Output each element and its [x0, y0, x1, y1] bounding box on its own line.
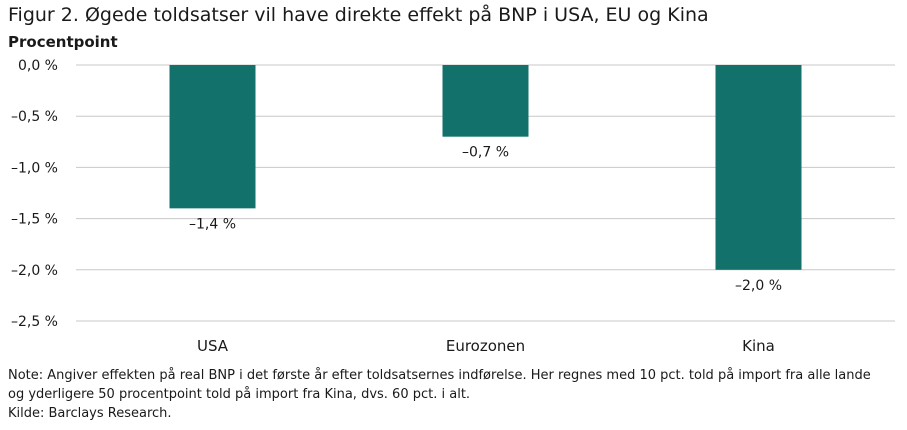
bar [715, 65, 802, 270]
y-tick-label: –0,5 % [11, 109, 58, 125]
y-tick-label: –1,5 % [11, 212, 58, 228]
bar-chart: 0,0 % –0,5 % –1,0 % –1,5 % –2,0 % –2,5 % –1,4… [11, 58, 895, 355]
y-tick-labels: 0,0 % –0,5 % –1,0 % –1,5 % –2,0 % –2,5 % [11, 58, 58, 330]
chart-title: Figur 2. Øgede toldsatser vil have direk… [8, 4, 709, 26]
bars [169, 65, 802, 270]
bar [169, 65, 256, 209]
value-label: –1,4 % [189, 216, 236, 232]
source-line: Kilde: Barclays Research. [8, 406, 172, 421]
value-label: –2,0 % [735, 278, 782, 294]
y-tick-label: –2,0 % [11, 263, 58, 279]
value-labels: –1,4 % –0,7 % –2,0 % [189, 145, 782, 294]
value-label: –0,7 % [462, 145, 509, 161]
note-line-1: Note: Angiver effekten på real BNP i det… [8, 368, 871, 383]
notes: Note: Angiver effekten på real BNP i det… [8, 366, 898, 423]
bar [442, 65, 529, 137]
y-tick-label: –1,0 % [11, 160, 58, 176]
x-tick-label: USA [197, 337, 229, 355]
y-axis-title: Procentpoint [8, 33, 118, 51]
x-tick-label: Kina [742, 337, 775, 355]
note-line-2: og yderligere 50 procentpoint told på im… [8, 387, 471, 402]
x-tick-label: Eurozonen [446, 337, 525, 355]
y-tick-label: 0,0 % [18, 58, 58, 74]
x-tick-labels: USA Eurozonen Kina [197, 337, 775, 355]
y-tick-label: –2,5 % [11, 314, 58, 330]
